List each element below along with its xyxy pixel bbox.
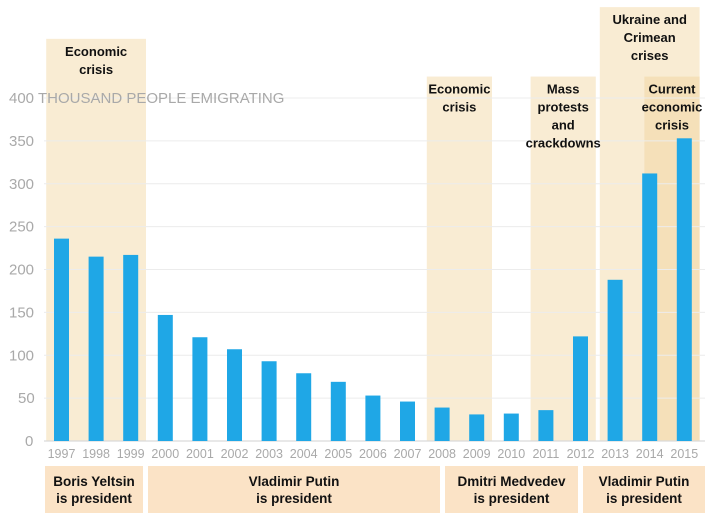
x-tick-label: 1999 [117, 447, 145, 461]
bar-2013 [607, 279, 623, 441]
presidency-band [583, 466, 705, 513]
bar-2004 [296, 373, 312, 441]
x-tick-label: 1998 [82, 447, 110, 461]
annotation-label: and [552, 118, 575, 133]
x-tick-label: 2004 [290, 447, 318, 461]
annotation-shades [46, 7, 700, 442]
presidency-label: is president [606, 491, 682, 506]
bar-2001 [192, 337, 208, 441]
presidency-label: is president [256, 491, 332, 506]
annotation-label: Economic [428, 82, 490, 97]
bar-2002 [227, 349, 242, 441]
bar-1999 [123, 254, 139, 441]
bars [54, 138, 692, 442]
bar-2009 [469, 414, 485, 441]
annotation-label: crises [631, 48, 669, 63]
y-tick-label: 350 [9, 133, 34, 150]
x-tick-label: 2013 [601, 447, 629, 461]
presidency-band [445, 466, 578, 513]
y-tick-label: 400 [9, 90, 34, 107]
annotation-label: Crimean [624, 30, 676, 45]
annotation-label: Mass [547, 82, 580, 97]
y-axis-label: THOUSAND PEOPLE EMIGRATING [38, 90, 284, 107]
bar-2007 [400, 401, 415, 441]
y-axis-ticks: 0 50 100 150 200 250 300 350 400 [9, 90, 35, 450]
bar-2000 [157, 314, 173, 441]
presidency-band [45, 466, 143, 513]
bar-2011 [538, 410, 554, 441]
presidency-band [148, 466, 440, 513]
annotation-label: crisis [655, 118, 689, 133]
y-tick-label: 50 [18, 390, 35, 407]
annotation-label: crisis [79, 62, 113, 77]
presidency-label: Vladimir Putin [599, 474, 690, 489]
annotation-label: Economic [65, 44, 127, 59]
bar-2006 [365, 395, 381, 441]
x-axis-ticks: 1997 1998 1999 2000 2001 2002 2003 2004 2005 2006… [48, 447, 699, 461]
presidency-label: is president [474, 491, 550, 506]
y-tick-label: 150 [9, 304, 34, 321]
annotation-label: protests [538, 100, 589, 115]
bar-2012 [573, 336, 588, 441]
x-tick-label: 2008 [428, 447, 456, 461]
y-tick-label: 100 [9, 347, 34, 364]
annotation-label: crisis [442, 100, 476, 115]
x-tick-label: 2003 [255, 447, 283, 461]
presidency-label: is president [56, 491, 132, 506]
y-tick-label: 250 [9, 219, 34, 236]
annotation-label: Current [649, 82, 697, 97]
annotation-label: crackdowns [526, 136, 601, 151]
x-tick-label: 2012 [567, 447, 595, 461]
bar-1997 [54, 238, 69, 441]
x-tick-label: 2014 [636, 447, 664, 461]
x-tick-label: 2001 [186, 447, 214, 461]
x-tick-label: 2009 [463, 447, 491, 461]
bar-1998 [88, 256, 104, 441]
presidency-bands: Boris Yeltsin is president Vladimir Putin i… [45, 466, 705, 513]
x-tick-label: 2011 [532, 447, 559, 461]
x-tick-label: 1997 [48, 447, 76, 461]
bar-2015 [676, 138, 692, 442]
x-tick-label: 2006 [359, 447, 387, 461]
y-tick-label: 0 [25, 433, 33, 450]
x-tick-label: 2005 [324, 447, 352, 461]
presidency-label: Vladimir Putin [249, 474, 340, 489]
bar-2005 [330, 381, 346, 441]
bar-2014 [642, 173, 658, 441]
bar-2008 [434, 407, 450, 441]
x-tick-label: 2015 [670, 447, 698, 461]
bar-2003 [261, 361, 277, 441]
presidency-label: Dmitri Medvedev [457, 474, 566, 489]
annotation-label: Ukraine and [612, 12, 686, 27]
annotation-labels: Economic crisis Economic crisis Mass protests… [65, 12, 702, 150]
y-tick-label: 300 [9, 176, 34, 193]
bar-2010 [503, 413, 519, 441]
x-tick-label: 2010 [497, 447, 525, 461]
x-tick-label: 2002 [221, 447, 249, 461]
presidency-label: Boris Yeltsin [53, 474, 135, 489]
x-tick-label: 2000 [151, 447, 179, 461]
x-tick-label: 2007 [394, 447, 422, 461]
annotation-region [426, 76, 492, 441]
y-tick-label: 200 [9, 262, 34, 279]
annotation-label: economic [642, 100, 703, 115]
